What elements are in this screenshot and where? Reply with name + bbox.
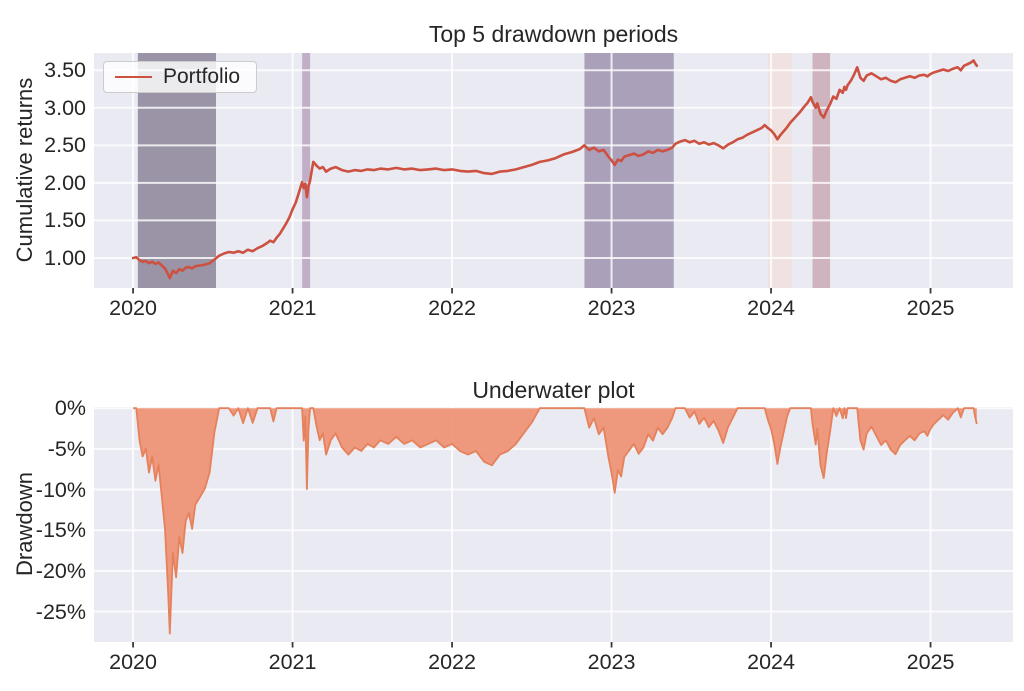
underwater-area bbox=[133, 408, 977, 634]
underwater-ylabel: Drawdown bbox=[12, 472, 37, 576]
legend: Portfolio bbox=[103, 61, 258, 93]
drawdown-band-rank-4 bbox=[812, 53, 831, 288]
underwater-x-tick-label: 2022 bbox=[428, 650, 476, 674]
portfolio-line bbox=[131, 59, 979, 280]
underwater-title: Underwater plot bbox=[472, 377, 635, 403]
underwater-x-tick-label: 2020 bbox=[109, 650, 157, 674]
underwater-x-tick-label: 2021 bbox=[268, 650, 317, 674]
top-x-tick-label: 2025 bbox=[906, 296, 955, 320]
top-x-tick-label: 2023 bbox=[587, 296, 636, 320]
top-x-tick-label: 2022 bbox=[428, 296, 476, 320]
plot-background bbox=[94, 407, 1013, 642]
top-chart-ylabel: Cumulative returns bbox=[12, 77, 37, 263]
underwater-chart-canvas bbox=[94, 407, 1013, 648]
top-x-tick-label: 2024 bbox=[747, 296, 795, 320]
drawdown-band-rank-3 bbox=[302, 53, 311, 288]
legend-line-swatch bbox=[115, 76, 152, 78]
drawdown-band-rank-2 bbox=[584, 53, 674, 288]
legend-label: Portfolio bbox=[163, 65, 241, 88]
underwater-x-tick-label: 2024 bbox=[747, 650, 795, 674]
top-x-tick-label: 2021 bbox=[268, 296, 317, 320]
underwater-x-tick-label: 2025 bbox=[906, 650, 955, 674]
top-chart-title: Top 5 drawdown periods bbox=[428, 21, 679, 47]
underwater-line bbox=[133, 407, 978, 635]
top-x-tick-label: 2020 bbox=[109, 296, 157, 320]
underwater-x-tick-label: 2023 bbox=[587, 650, 636, 674]
drawdown-band-rank-5 bbox=[767, 53, 792, 288]
